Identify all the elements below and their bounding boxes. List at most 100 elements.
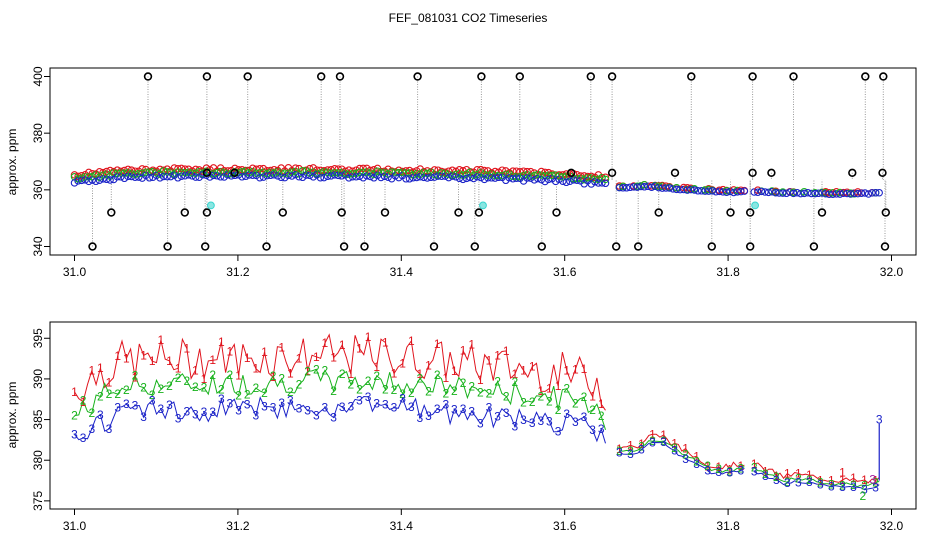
top-green-point bbox=[548, 171, 556, 180]
top-blue-point bbox=[854, 189, 862, 198]
top-blue-point bbox=[512, 174, 521, 182]
series-3-marker: 3 bbox=[175, 412, 182, 426]
y-tick-label: 340 bbox=[31, 236, 45, 256]
series-3-marker: 3 bbox=[784, 476, 791, 490]
top-blue-point bbox=[395, 173, 403, 182]
top-blue-point bbox=[757, 187, 766, 196]
x-tick-label: 32.0 bbox=[880, 519, 904, 533]
x-tick-label: 31.8 bbox=[716, 519, 740, 533]
series-3-marker: 3 bbox=[715, 465, 722, 479]
series-1-marker: 1 bbox=[278, 340, 285, 354]
top-blue-point bbox=[423, 174, 432, 182]
outlier-point bbox=[479, 201, 487, 210]
top-blue-point bbox=[683, 186, 692, 194]
series-1-marker: 1 bbox=[209, 353, 216, 367]
top-blue-point bbox=[85, 177, 93, 186]
series-3-marker: 3 bbox=[839, 480, 846, 494]
series-2-marker: 2 bbox=[304, 364, 311, 378]
outlier-point bbox=[552, 208, 561, 217]
series-2-line bbox=[753, 467, 880, 488]
series-3-marker: 3 bbox=[192, 408, 199, 422]
series-1-marker: 1 bbox=[477, 373, 484, 387]
outlier-point bbox=[230, 168, 239, 178]
series-3-marker: 3 bbox=[339, 400, 346, 414]
outlier-point bbox=[278, 208, 287, 217]
series-1-marker: 1 bbox=[806, 468, 813, 482]
series-3-marker: 3 bbox=[166, 398, 173, 412]
top-red-point bbox=[156, 165, 164, 174]
top-blue-point bbox=[619, 184, 627, 192]
series-3-line bbox=[753, 471, 880, 491]
series-3-marker: 3 bbox=[123, 397, 130, 411]
outlier-point bbox=[339, 242, 349, 251]
series-1-marker: 1 bbox=[555, 379, 562, 393]
top-red-point bbox=[102, 167, 111, 176]
top-red-point bbox=[270, 165, 278, 174]
series-3-marker: 3 bbox=[795, 475, 802, 489]
outlier-point bbox=[202, 168, 212, 178]
top-blue-point bbox=[814, 189, 823, 198]
outlier-point bbox=[607, 168, 617, 178]
series-2-marker: 2 bbox=[537, 389, 544, 403]
top-red-point bbox=[509, 167, 517, 175]
top-blue-point bbox=[88, 176, 97, 184]
top-blue-point bbox=[644, 182, 652, 191]
top-blue-point bbox=[633, 183, 642, 191]
top-green-point bbox=[238, 168, 246, 176]
top-blue-point bbox=[156, 174, 164, 182]
outlier-point bbox=[470, 242, 479, 251]
series-1-marker: 1 bbox=[693, 449, 700, 463]
outlier-point bbox=[607, 72, 617, 81]
series-1-marker: 1 bbox=[296, 351, 303, 365]
outlier-point bbox=[429, 242, 439, 251]
series-3-marker: 3 bbox=[227, 397, 234, 411]
top-blue-point bbox=[771, 188, 780, 197]
series-3-marker: 3 bbox=[817, 477, 824, 491]
series-1-line bbox=[74, 333, 606, 411]
bottom-plot-frame bbox=[49, 321, 917, 510]
series-1-marker: 1 bbox=[784, 467, 791, 481]
series-1-marker: 1 bbox=[408, 334, 415, 348]
top-blue-point bbox=[99, 175, 107, 183]
series-3-marker: 3 bbox=[572, 415, 579, 429]
top-red-point bbox=[238, 166, 246, 174]
series-1-marker: 1 bbox=[715, 460, 722, 474]
top-outlier-points bbox=[88, 72, 890, 251]
outlier-point bbox=[879, 72, 888, 81]
top-blue-point bbox=[832, 190, 841, 198]
series-2-marker: 2 bbox=[451, 384, 458, 398]
outlier-point bbox=[202, 72, 212, 81]
series-2-marker: 2 bbox=[512, 375, 519, 389]
series-3-marker: 3 bbox=[434, 402, 441, 416]
series-2-marker: 2 bbox=[784, 475, 791, 489]
series-1-marker: 1 bbox=[563, 363, 570, 377]
series-2-marker: 2 bbox=[649, 434, 656, 448]
series-3-marker: 3 bbox=[391, 401, 398, 415]
series-1-marker: 1 bbox=[373, 360, 380, 374]
series-1-marker: 1 bbox=[581, 362, 588, 376]
top-blue-point bbox=[775, 189, 783, 197]
series-3-marker: 3 bbox=[71, 427, 78, 441]
series-1-marker: 1 bbox=[149, 354, 156, 368]
top-blue-point bbox=[120, 174, 129, 183]
top-blue-point bbox=[530, 176, 539, 184]
series-1-marker: 1 bbox=[71, 385, 78, 399]
outlier-point bbox=[143, 72, 153, 81]
series-2-marker: 2 bbox=[235, 388, 242, 402]
top-blue-point bbox=[821, 189, 830, 198]
series-2-marker: 2 bbox=[261, 386, 268, 400]
series-1-marker: 1 bbox=[468, 337, 475, 351]
series-3-marker: 3 bbox=[537, 414, 544, 428]
series-3-marker: 3 bbox=[425, 409, 432, 423]
top-blue-point bbox=[754, 188, 762, 196]
series-2-marker: 2 bbox=[356, 382, 363, 396]
top-blue-point bbox=[448, 172, 457, 180]
outlier-point bbox=[817, 208, 827, 217]
x-tick-label: 31.4 bbox=[390, 265, 414, 279]
x-tick-label: 32.0 bbox=[880, 265, 904, 279]
top-blue-point bbox=[658, 184, 667, 192]
series-2-marker: 2 bbox=[88, 406, 95, 420]
series-2-marker: 2 bbox=[477, 386, 484, 400]
